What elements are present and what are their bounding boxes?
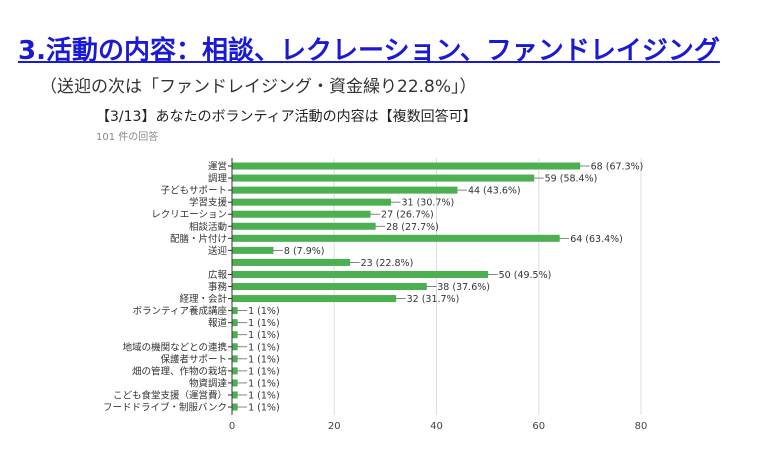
category-label: 畑の管理、作物の栽培: [132, 365, 228, 377]
category-label: 配膳・片付け: [170, 233, 227, 245]
data-label: 59 (58.4%): [545, 174, 598, 185]
chart-title: 【3/13】あなたのボランティア活動の内容は【複数回答可】: [96, 109, 477, 125]
category-label: フードドライブ・制服バンク: [103, 402, 227, 414]
bar: [232, 355, 238, 363]
category-label: 学習支援: [189, 197, 228, 209]
bar: [232, 367, 238, 375]
data-label: 1 (1%): [248, 354, 280, 365]
category-label: 相談活動: [189, 221, 227, 233]
x-tick-label: 20: [328, 421, 341, 432]
bar: [232, 198, 391, 206]
bar: [232, 270, 489, 278]
category-label: こども食堂支援（運営費）: [113, 389, 227, 401]
x-tick-label: 60: [532, 421, 545, 432]
category-label: 広報: [208, 269, 228, 281]
category-label: レクリエーション: [151, 210, 227, 221]
data-label: 50 (49.5%): [499, 270, 552, 281]
bar: [232, 174, 535, 182]
bar: [232, 210, 371, 218]
bar: [232, 391, 238, 399]
bar: [232, 379, 238, 387]
category-label: 送迎: [208, 245, 228, 257]
bar: [232, 319, 238, 327]
bar: [232, 403, 238, 411]
response-count: 101 件の回答: [96, 132, 159, 143]
bar: [232, 246, 274, 254]
data-label: 68 (67.3%): [591, 162, 644, 173]
category-label: 経理・会計: [179, 293, 227, 305]
bar: [232, 343, 238, 351]
data-label: 38 (37.6%): [437, 282, 490, 293]
category-label: 調理: [208, 173, 228, 185]
data-label: 1 (1%): [248, 318, 280, 329]
data-label: 1 (1%): [248, 366, 280, 377]
bar: [232, 283, 427, 291]
data-label: 23 (22.8%): [361, 258, 414, 269]
category-label: 事務: [208, 281, 228, 293]
bar: [232, 186, 458, 194]
data-label: 1 (1%): [248, 378, 280, 389]
data-label: 1 (1%): [248, 306, 280, 317]
data-label: 1 (1%): [248, 342, 280, 353]
bar: [232, 234, 560, 242]
x-tick-label: 40: [430, 421, 443, 432]
data-label: 31 (30.7%): [401, 198, 454, 209]
x-tick-label: 0: [229, 421, 235, 432]
data-label: 1 (1%): [248, 390, 280, 401]
data-label: 32 (31.7%): [407, 294, 460, 305]
slide-subtitle: （送迎の次は「ファンドレイジング・資金繰り22.8%」）: [40, 77, 477, 97]
category-label: 子どもサポート: [160, 186, 227, 197]
category-label: 地域の機関などとの連携: [123, 341, 227, 353]
bar: [232, 258, 351, 266]
slide-title: 3.活動の内容：相談、レクレーション、ファンドレイジング: [18, 36, 720, 66]
bar: [232, 162, 581, 170]
data-label: 27 (26.7%): [381, 210, 434, 221]
x-tick-label: 80: [635, 421, 648, 432]
category-label: ボランティア養成講座: [133, 305, 228, 317]
bar: [232, 295, 397, 303]
data-label: 44 (43.6%): [468, 186, 521, 197]
data-label: 1 (1%): [248, 403, 280, 414]
bar: [232, 307, 238, 315]
category-label: 運営: [208, 161, 227, 173]
bar: [232, 222, 376, 230]
data-label: 1 (1%): [248, 330, 280, 341]
data-label: 64 (63.4%): [570, 234, 623, 245]
data-label: 28 (27.7%): [386, 222, 439, 233]
category-label: 物資調達: [189, 377, 228, 389]
bar: [232, 331, 238, 339]
category-label: 保護者サポート: [160, 353, 227, 365]
category-label: 報道: [208, 317, 228, 329]
data-label: 8 (7.9%): [284, 246, 325, 257]
